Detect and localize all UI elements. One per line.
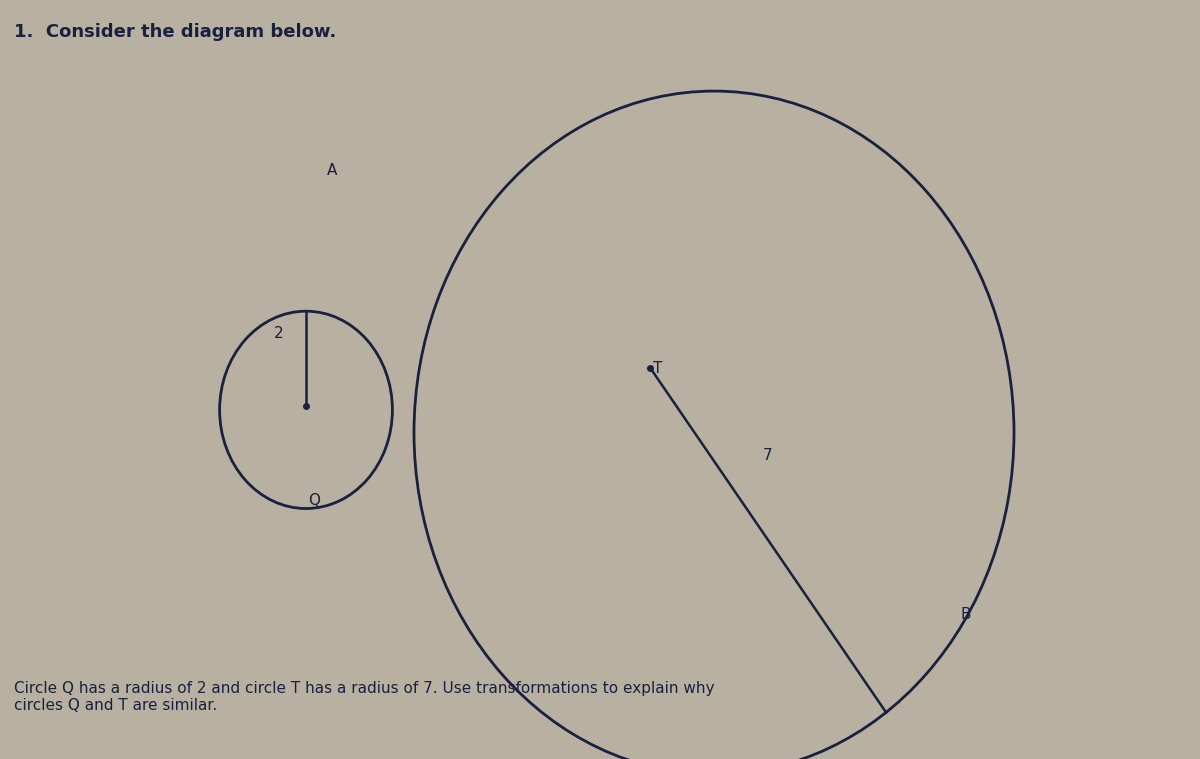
Text: Q: Q — [308, 493, 320, 509]
Text: A: A — [328, 163, 337, 178]
Text: Circle Q has a radius of 2 and circle T has a radius of 7. Use transformations t: Circle Q has a radius of 2 and circle T … — [14, 681, 715, 713]
Text: 2: 2 — [274, 326, 283, 342]
Text: B: B — [961, 607, 971, 622]
Text: 1.  Consider the diagram below.: 1. Consider the diagram below. — [14, 23, 337, 41]
Text: T: T — [653, 361, 662, 376]
Text: 7: 7 — [763, 448, 773, 463]
